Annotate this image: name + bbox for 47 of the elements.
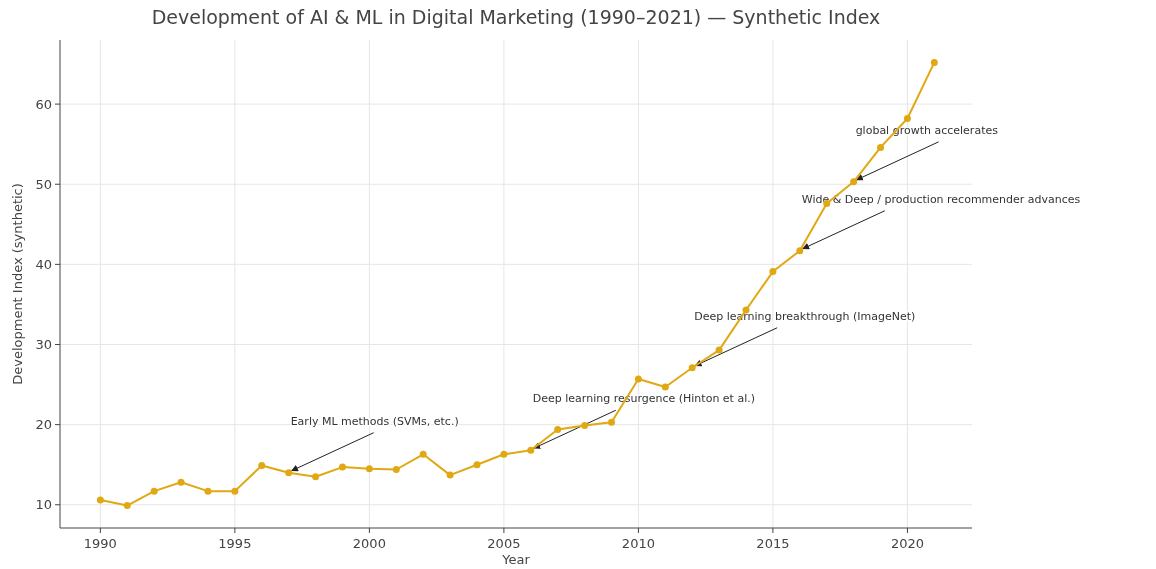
point xyxy=(96,496,104,504)
annotation: Early ML methods (SVMs, etc.) xyxy=(290,414,459,428)
point xyxy=(554,425,562,433)
point xyxy=(850,178,858,186)
point xyxy=(150,487,158,495)
point xyxy=(365,465,373,473)
x-tick-label: 2000 xyxy=(352,536,386,551)
point xyxy=(473,461,481,469)
point xyxy=(204,487,212,495)
point xyxy=(715,346,723,354)
y-tick-label: 60 xyxy=(35,96,52,112)
y-tick-label: 50 xyxy=(35,176,52,192)
x-tick-label: 2020 xyxy=(890,536,924,551)
point xyxy=(419,450,427,458)
y-tick-label: 20 xyxy=(35,417,52,433)
y-tick-label: 40 xyxy=(35,256,52,272)
x-tick-label: 1995 xyxy=(218,536,252,551)
x-tick-label: 1990 xyxy=(83,536,117,551)
point xyxy=(338,463,346,471)
point xyxy=(608,418,615,426)
y-axis-title: Development Index (synthetic) xyxy=(10,183,25,385)
point xyxy=(500,450,508,458)
point xyxy=(769,268,777,276)
y-tick-label: 10 xyxy=(35,497,52,513)
point xyxy=(796,247,804,255)
x-tick-label: 2005 xyxy=(487,536,521,551)
x-axis-title: Year xyxy=(501,552,531,567)
point xyxy=(177,478,185,486)
point xyxy=(123,502,131,510)
point xyxy=(312,473,320,481)
point xyxy=(285,469,293,477)
point xyxy=(446,471,454,479)
point xyxy=(527,446,535,454)
point xyxy=(231,487,239,495)
point xyxy=(930,58,938,66)
point xyxy=(661,383,669,391)
point xyxy=(877,143,885,151)
point xyxy=(688,364,696,372)
point xyxy=(634,375,642,383)
point xyxy=(392,466,400,473)
point xyxy=(258,462,266,469)
x-tick-label: 2015 xyxy=(756,536,790,551)
x-tick-label: 2010 xyxy=(621,536,655,551)
point xyxy=(903,115,911,123)
y-tick-label: 30 xyxy=(35,337,52,352)
chart-title: Development of AI & ML in Digital Marketing (1990–2021) — Synthetic Index xyxy=(151,6,881,28)
point xyxy=(581,421,589,429)
